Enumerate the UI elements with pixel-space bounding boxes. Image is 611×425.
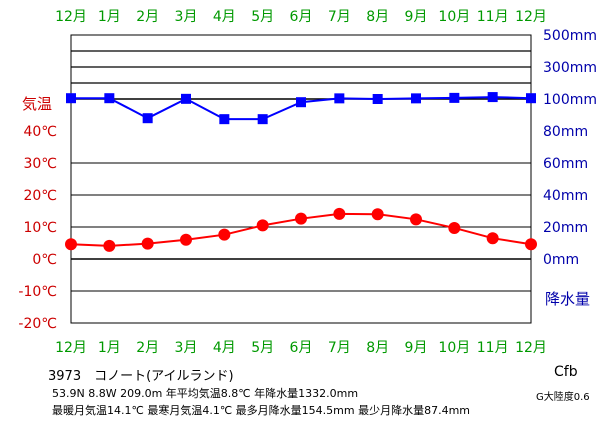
month-label: 1月	[98, 340, 121, 356]
station-id-name: 3973 コノート(アイルランド)	[48, 369, 234, 384]
month-label: 3月	[175, 9, 198, 25]
month-label: 12月	[515, 9, 547, 25]
temperature-point	[371, 208, 384, 221]
month-label: 3月	[175, 340, 198, 356]
month-label: 10月	[438, 9, 470, 25]
temperature-tick-label: 40℃	[23, 124, 57, 140]
precipitation-tick-label: 100mm	[543, 92, 597, 108]
bottom-month-labels: 12月 1月 2月 3月 4月 5月 6月 7月 8月 9月 10月 11月 12月	[55, 340, 547, 356]
climate-class: Cfb	[554, 364, 578, 380]
month-label: 4月	[213, 340, 236, 356]
temperature-point	[486, 232, 499, 245]
temperature-series	[65, 207, 537, 252]
month-label: 5月	[251, 340, 274, 356]
precipitation-point	[487, 92, 498, 103]
temperature-tick-label: 10℃	[23, 220, 57, 236]
precipitation-point	[142, 113, 153, 124]
precipitation-point	[66, 93, 76, 104]
temperature-point	[218, 228, 231, 241]
month-label: 11月	[477, 9, 509, 25]
temperature-tick-label: 20℃	[23, 188, 57, 204]
temperature-tick-labels: -20℃ -10℃ 0℃ 10℃ 20℃ 30℃ 40℃	[18, 124, 57, 332]
temperature-point	[295, 212, 307, 225]
top-month-labels: 12月 1月 2月 3月 4月 5月 6月 7月 8月 9月 10月 11月 12月	[55, 9, 547, 25]
precipitation-point	[219, 114, 230, 125]
precipitation-point	[104, 93, 115, 104]
month-label: 12月	[515, 340, 547, 356]
precipitation-point	[449, 92, 460, 103]
month-label: 12月	[55, 340, 87, 356]
temperature-point	[256, 219, 269, 232]
month-label: 7月	[328, 340, 351, 356]
month-label: 7月	[328, 9, 351, 25]
station-stats-line1: 53.9N 8.8W 209.0m 年平均気温8.8℃ 年降水量1332.0mm	[52, 387, 359, 400]
precipitation-tick-label: 500mm	[543, 28, 597, 44]
month-label: 2月	[136, 340, 159, 356]
month-label: 8月	[366, 340, 389, 356]
month-label: 2月	[136, 9, 159, 25]
month-label: 9月	[405, 9, 428, 25]
precipitation-point	[296, 97, 306, 108]
temperature-point	[103, 239, 116, 252]
precipitation-tick-labels: 0mm 20mm 40mm 60mm 80mm 100mm 300mm 500mm	[543, 28, 597, 268]
plot-frame	[70, 34, 532, 324]
month-label: 12月	[55, 9, 87, 25]
precipitation-tick-label: 300mm	[543, 60, 597, 76]
precipitation-point	[411, 93, 421, 104]
precipitation-point	[181, 93, 191, 104]
month-label: 1月	[98, 9, 121, 25]
precipitation-axis-title: 降水量	[545, 290, 590, 308]
month-label: 10月	[438, 340, 470, 356]
temperature-point	[525, 238, 537, 251]
precipitation-point	[526, 93, 536, 104]
temperature-tick-label: 30℃	[23, 156, 57, 172]
temperature-point	[333, 207, 346, 220]
month-label: 8月	[366, 9, 389, 25]
continentality-index: G大陸度0.6	[536, 392, 590, 403]
precipitation-point	[372, 94, 383, 104]
grid-lines	[71, 50, 531, 292]
temperature-point	[180, 233, 192, 246]
precipitation-tick-label: 0mm	[543, 252, 579, 268]
month-label: 11月	[477, 340, 509, 356]
month-label: 6月	[290, 340, 313, 356]
month-label: 5月	[251, 9, 274, 25]
temperature-tick-label: 0℃	[32, 252, 57, 268]
temperature-point	[448, 221, 461, 234]
temperature-point	[141, 237, 154, 250]
precipitation-tick-label: 80mm	[543, 124, 588, 140]
month-label: 6月	[290, 9, 313, 25]
station-stats-line2: 最暖月気温14.1℃ 最寒月気温4.1℃ 最多月降水量154.5mm 最少月降水…	[52, 404, 471, 417]
month-label: 9月	[405, 340, 428, 356]
temperature-point	[410, 213, 422, 226]
precipitation-tick-label: 20mm	[543, 220, 588, 236]
precipitation-point	[334, 93, 345, 104]
temperature-axis-title: 気温	[22, 95, 52, 113]
temperature-tick-label: -20℃	[18, 316, 57, 332]
precipitation-tick-label: 40mm	[543, 188, 588, 204]
plot-border	[70, 34, 532, 324]
precipitation-point	[257, 114, 268, 125]
temperature-point	[65, 238, 77, 251]
temperature-tick-label: -10℃	[18, 284, 57, 300]
month-label: 4月	[213, 9, 236, 25]
precipitation-tick-label: 60mm	[543, 156, 588, 172]
precipitation-series	[66, 92, 536, 125]
